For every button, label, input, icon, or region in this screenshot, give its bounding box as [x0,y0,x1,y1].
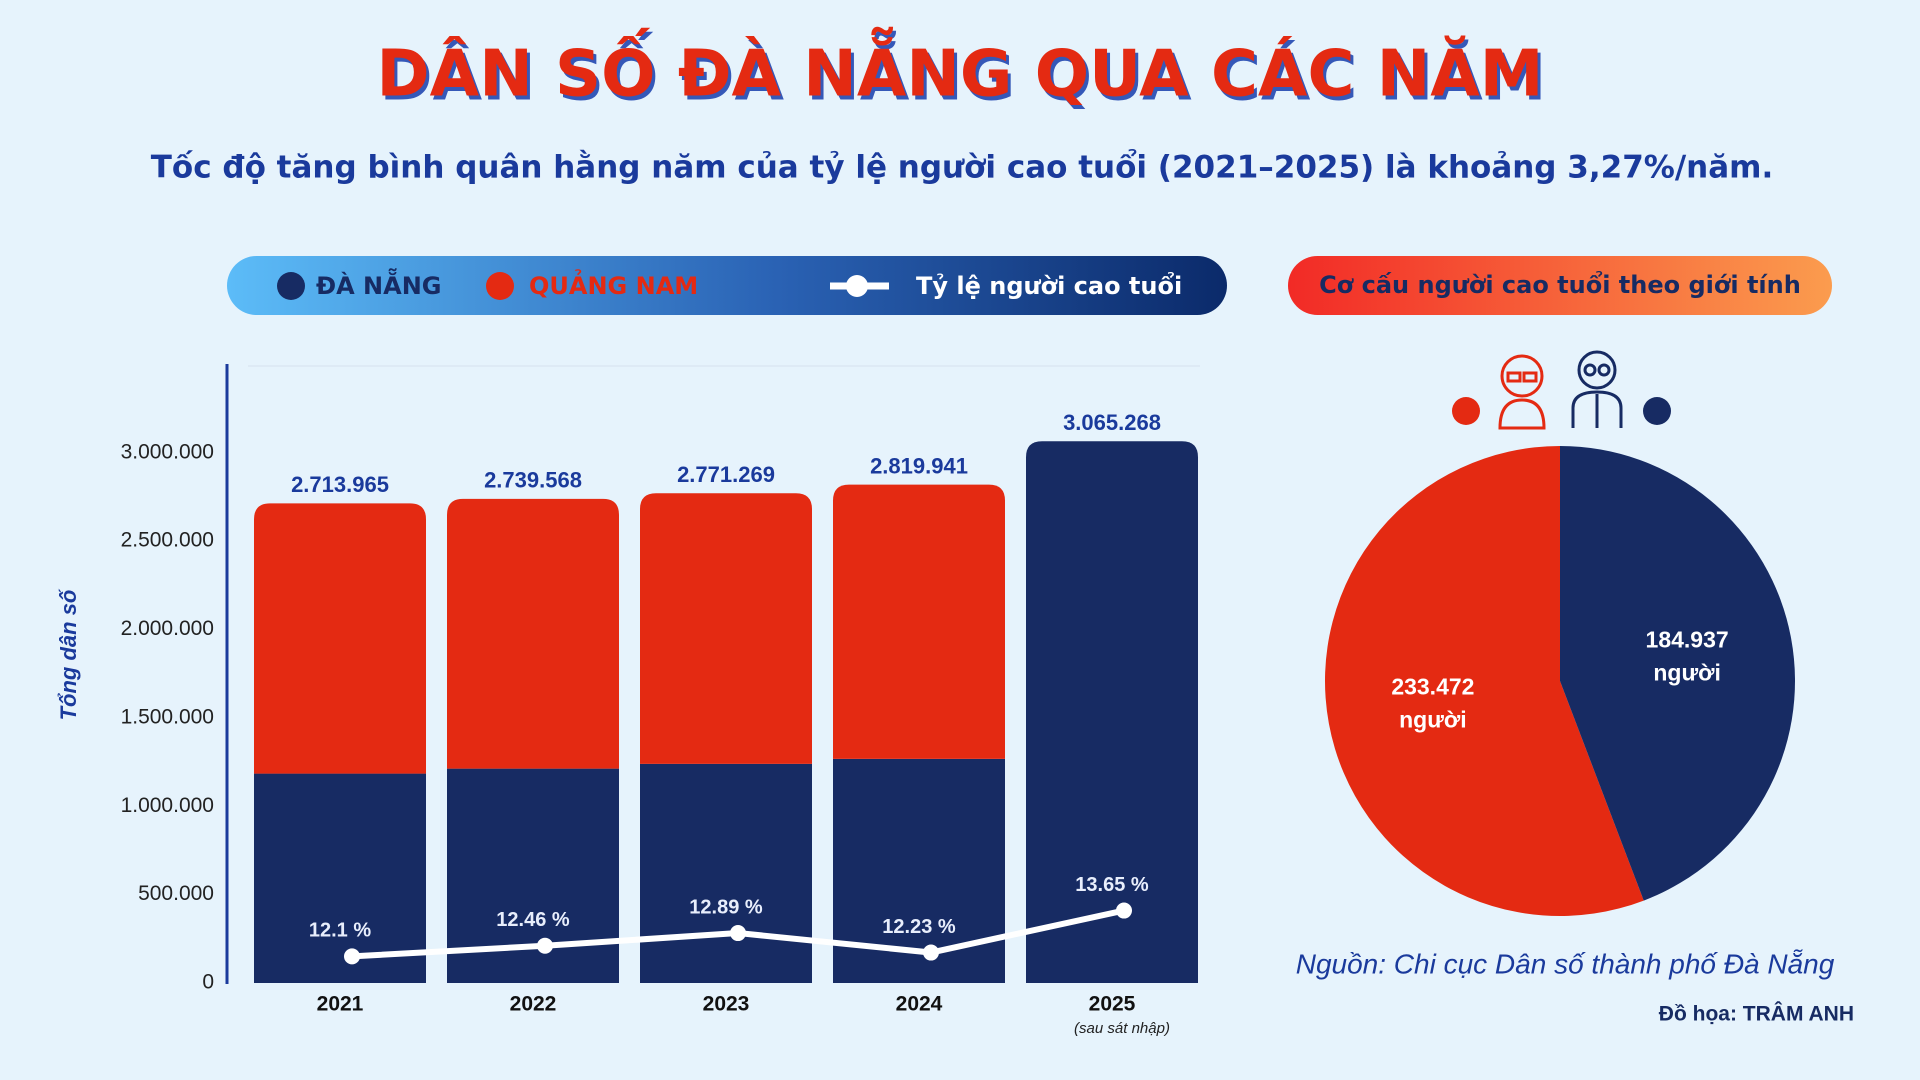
x-tick-label: 2021 [317,993,364,1016]
legend-bar [227,256,1227,315]
rate-label: 12.23 % [882,916,956,938]
y-tick-label: 1.000.000 [121,794,214,817]
rate-label: 12.89 % [689,896,763,918]
line-point [1116,902,1132,919]
total-label: 2.739.568 [484,468,582,493]
male-dot [1643,397,1671,425]
pie-unit-label: người [1399,706,1467,732]
total-label: 3.065.268 [1063,410,1161,435]
pie-slice [1560,446,1795,901]
x-tick-label: 2024 [896,993,943,1016]
line-point [923,944,939,961]
pie-value-label: 184.937 [1646,627,1729,653]
bar-segment [833,484,1005,759]
bar-segment [447,498,619,769]
x-tick-label: 2023 [703,993,750,1016]
x-tick-label: 2025 [1089,993,1136,1016]
y-tick-label: 3.000.000 [121,440,214,463]
bar-segment [1026,441,1198,983]
pie-slice [1324,446,1644,916]
total-label: 2.713.965 [291,472,389,497]
subtitle: Tốc độ tăng bình quân hằng năm của tỷ lệ… [151,150,1773,186]
rate-label: 12.46 % [496,909,570,931]
legend-marker [486,272,514,300]
line-point [537,937,553,954]
legend-marker [277,272,305,300]
y-tick-label: 500.000 [138,882,214,905]
source: Nguồn: Chi cục Dân số thành phố Đà Nẵng [1296,948,1835,979]
bar-segment [254,773,426,983]
y-tick-label: 2.500.000 [121,529,214,552]
total-label: 2.771.269 [677,462,775,487]
rate-label: 13.65 % [1075,874,1149,896]
pie-header-pill [1288,256,1832,315]
male-icon [1571,350,1623,428]
pie-title: Cơ cấu người cao tuổi theo giới tính [1319,269,1801,299]
rate-label: 12.1 % [309,920,371,942]
legend-label: QUẢNG NAM [529,267,698,300]
y-tick-label: 2.000.000 [121,617,214,640]
y-tick-label: 1.500.000 [121,705,214,728]
title: DÂN SỐ ĐÀ NẴNG QUA CÁC NĂM [377,27,1544,112]
female-icon [1498,354,1546,430]
y-tick-label: 0 [202,971,214,994]
total-label: 2.819.941 [870,453,968,478]
bar-segment [640,763,812,983]
line-point [730,925,746,942]
credit: Đồ họa: TRÂM ANH [1659,1002,1854,1026]
legend-marker [846,275,868,297]
pie-unit-label: người [1653,660,1721,686]
bar-segment [640,493,812,764]
category-note: (sau sát nhập) [1074,1020,1170,1037]
bar-segment [254,503,426,774]
x-tick-label: 2022 [510,993,557,1016]
legend-label: ĐÀ NẴNG [316,267,441,300]
y-axis-title: Tổng dân số [56,588,81,720]
legend-label: Tỷ lệ người cao tuổi [916,270,1182,300]
female-dot [1452,397,1480,425]
line-point [344,948,360,965]
pie-value-label: 233.472 [1391,673,1474,699]
